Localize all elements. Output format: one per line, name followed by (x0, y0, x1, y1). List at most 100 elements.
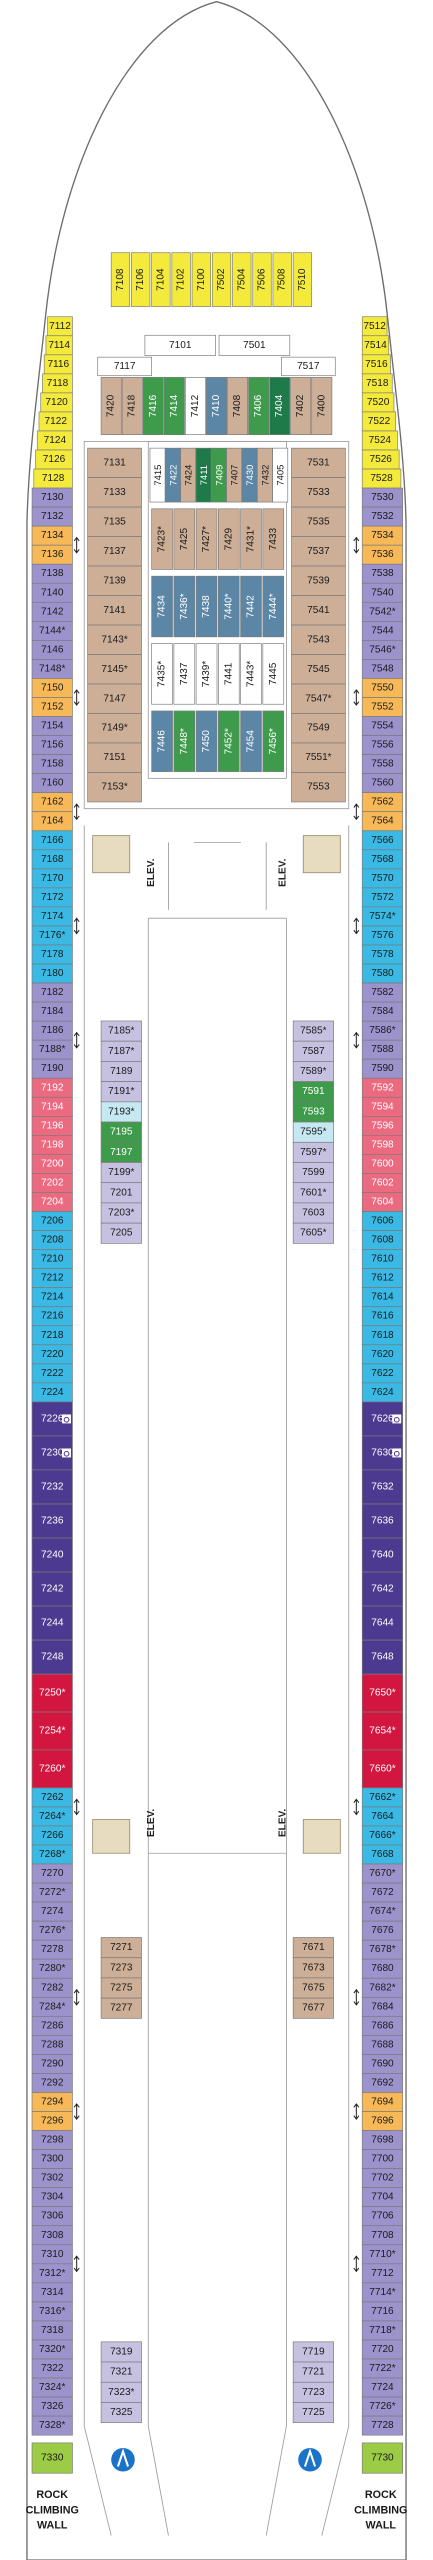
cabin-label: 7597* (300, 1147, 326, 1158)
cabin-label: 7156 (41, 740, 64, 751)
cabin-label: 7435* (157, 661, 168, 687)
cabin-label: 7543 (307, 634, 330, 645)
cabin-label: 7276* (39, 1925, 65, 1936)
cabin-label: 7202 (41, 1177, 64, 1188)
cabin-label: 7582 (371, 987, 394, 998)
cabin-label: 7530 (371, 492, 394, 503)
cabin-label: 7531 (307, 457, 330, 468)
rock-wall-label: WALL (37, 2519, 68, 2531)
cabin-label: 7284* (39, 2001, 65, 2012)
cabin-label: 7170 (41, 873, 64, 884)
cabin (31, 1503, 73, 1539)
cabin-label: 7502 (216, 268, 227, 291)
elevator-label: ELEV. (146, 858, 157, 886)
cabin (151, 252, 171, 307)
cabin-label: 7443* (246, 661, 257, 687)
cabin-label: 7290 (41, 2058, 64, 2069)
cabin-label: 7404 (274, 394, 285, 417)
cabin-label: 7538 (371, 568, 394, 579)
cabin (361, 1469, 404, 1505)
cabin-label: 7296 (41, 2116, 64, 2127)
cabin-label: 7184 (41, 1006, 64, 1017)
cabin-label: 7114 (48, 340, 70, 351)
cabin-label: 7677 (302, 2003, 325, 2014)
cabin-label: 7149* (101, 723, 127, 734)
cabin-label: 7316* (39, 2306, 65, 2317)
cabin-label: 7694 (371, 2096, 394, 2107)
cabin-label: 7189 (110, 1066, 133, 1077)
cabin-label: 7728 (371, 2420, 394, 2431)
cabin (31, 1537, 73, 1573)
cabin-label: 7406 (253, 394, 264, 417)
cabin-label: 7722* (369, 2363, 395, 2374)
cabin-label: 7532 (371, 511, 394, 522)
cabin-label: 7572 (371, 892, 394, 903)
cabin (361, 2415, 404, 2436)
accessible-icon (62, 1448, 72, 1458)
cabin-label: 7126 (43, 454, 66, 465)
connecting-door (353, 2255, 360, 2273)
connecting-door (353, 1988, 360, 2006)
cabin-label: 7706 (371, 2211, 394, 2222)
cabin-label: 7208 (41, 1235, 64, 1246)
cabin-label: 7424 (183, 465, 194, 486)
cabin-label: 7132 (41, 511, 64, 522)
cabin-label: 7612 (371, 1273, 394, 1284)
cabin-label: 7602 (371, 1177, 394, 1188)
cabin-label: 7544 (371, 625, 394, 636)
cabin-label: 7593 (302, 1106, 325, 1117)
connecting-door (353, 2103, 360, 2120)
elevator-label: ELEV. (278, 858, 289, 886)
cabin-label: 7214 (41, 1292, 64, 1303)
cabin-label: 7104 (155, 268, 166, 291)
cabin-label: 7528 (370, 473, 393, 484)
cabin-label: 7112 (49, 321, 71, 332)
cabin-label: 7144* (39, 625, 65, 636)
cabin-label: 7596 (371, 1120, 394, 1131)
cabin-label: 7409 (213, 465, 224, 486)
cabin-label: 7506 (256, 268, 267, 291)
cabin (131, 252, 151, 307)
cabin-label: 7328* (39, 2420, 65, 2431)
cabin-label: 7599 (302, 1167, 325, 1178)
cabin-label: 7450 (201, 730, 212, 753)
cabin-label: 7618 (371, 1330, 394, 1341)
cabin-label: 7704 (371, 2192, 394, 2203)
cabin (195, 710, 218, 772)
cabin-label: 7135 (103, 516, 126, 527)
cabin-label: 7620 (371, 1349, 394, 1360)
cabin (269, 377, 291, 436)
cabin-label: 7226 (41, 1413, 64, 1424)
cabin-label: 7535 (307, 516, 330, 527)
cabin-label: 7185* (108, 1026, 134, 1037)
cabin-label: 7586* (369, 1025, 395, 1036)
cabin-label: 7323* (108, 2387, 134, 2398)
cabin-label: 7128 (42, 473, 65, 484)
cabin-label: 7574* (369, 911, 395, 922)
cabin (31, 1571, 73, 1607)
cabin-label: 7124 (44, 435, 67, 446)
cabin-label: 7164 (41, 816, 64, 827)
cabin (97, 356, 152, 377)
cabin-label: 7145* (101, 664, 127, 675)
cabin (262, 575, 285, 638)
cabin-label: 7595* (300, 1127, 326, 1138)
cabin-label: 7670* (369, 1868, 395, 1879)
cabin-label: 7442 (246, 595, 257, 618)
cabin-label: 7210 (41, 1254, 64, 1265)
cabin-label: 7195 (110, 1127, 133, 1138)
cabin-label: 7700 (371, 2154, 394, 2165)
cabin-label: 7725 (302, 2407, 325, 2418)
cabin (173, 575, 196, 638)
cabin-label: 7666* (369, 1830, 395, 1841)
cabin-label: 7576 (371, 930, 394, 941)
stair (92, 1819, 131, 1854)
cabin-label: 7446 (157, 730, 168, 753)
cabin-label: 7423* (157, 526, 168, 552)
cabin-label: 7626 (371, 1413, 394, 1424)
cabin (31, 1673, 73, 1713)
cabin-label: 7131 (103, 457, 126, 468)
connecting-door (73, 1031, 80, 1049)
cabin-label: 7662* (369, 1792, 395, 1803)
cabin-label: 7514 (364, 340, 387, 351)
